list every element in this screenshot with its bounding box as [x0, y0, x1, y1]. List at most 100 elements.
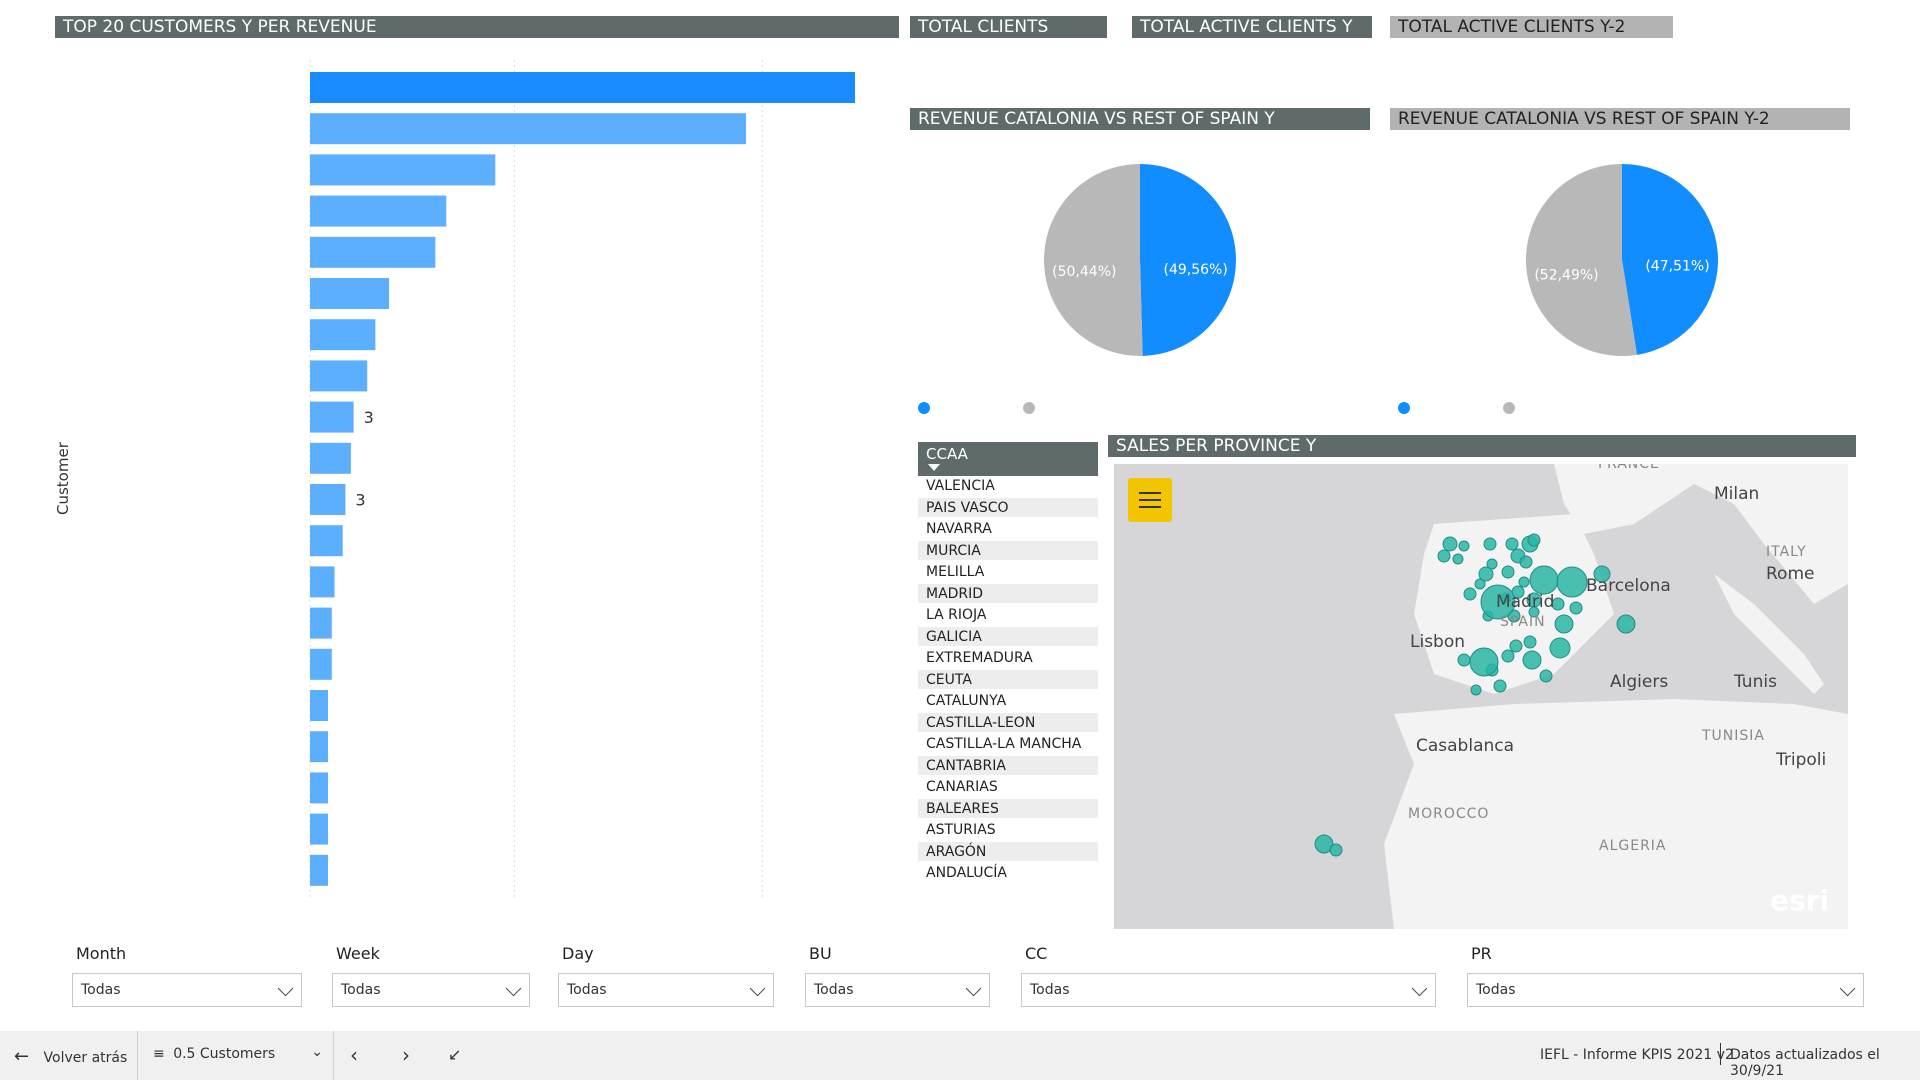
province-bubble[interactable]: [1616, 614, 1636, 634]
province-bubble[interactable]: [1469, 647, 1499, 677]
province-bubble[interactable]: [1556, 566, 1588, 598]
province-bubble[interactable]: [1442, 536, 1458, 552]
customer-bar[interactable]: [310, 566, 335, 598]
province-bubble[interactable]: [1539, 669, 1553, 683]
province-bubble[interactable]: [1509, 639, 1523, 653]
province-bubble[interactable]: [1470, 684, 1482, 696]
customer-bar[interactable]: [310, 319, 376, 351]
province-bubble[interactable]: [1569, 601, 1583, 615]
province-bubble[interactable]: [1458, 540, 1470, 552]
pie-slice-catalonia[interactable]: [1140, 164, 1237, 356]
province-bubble[interactable]: [1493, 679, 1507, 693]
ccaa-item[interactable]: ANDALUCÍA: [918, 863, 1098, 885]
ccaa-item[interactable]: BALEARES: [918, 798, 1098, 820]
customer-bar[interactable]: [310, 278, 390, 309]
province-bubble[interactable]: [1528, 606, 1540, 618]
ccaa-item[interactable]: VALENCIA: [918, 476, 1098, 498]
ccaa-item[interactable]: CASTILLA-LA MANCHA: [918, 734, 1098, 756]
customer-bar[interactable]: [310, 113, 746, 145]
customer-bar[interactable]: [310, 525, 343, 557]
province-bubble[interactable]: [1480, 584, 1516, 620]
province-bubble[interactable]: [1549, 637, 1571, 659]
customer-bar[interactable]: [310, 360, 368, 392]
customer-bar[interactable]: [310, 607, 332, 639]
province-bubble[interactable]: [1523, 635, 1537, 649]
ccaa-item[interactable]: CANARIAS: [918, 777, 1098, 799]
filter-dropdown-day[interactable]: Todas: [558, 973, 774, 1007]
pie-slice-rest[interactable]: [1044, 164, 1143, 356]
customer-bar[interactable]: [310, 236, 436, 268]
province-bubble[interactable]: [1483, 537, 1497, 551]
ccaa-item[interactable]: NAVARRA: [918, 519, 1098, 541]
pie-slice-rest[interactable]: [1526, 164, 1637, 356]
province-bubble[interactable]: [1457, 653, 1471, 667]
ccaa-item[interactable]: LA RIOJA: [918, 605, 1098, 627]
ccaa-item[interactable]: CASTILLA-LEON: [918, 712, 1098, 734]
customer-bar[interactable]: [310, 442, 351, 474]
filter-dropdown-week[interactable]: Todas: [332, 973, 530, 1007]
province-bubble[interactable]: [1478, 566, 1494, 582]
province-bubble[interactable]: [1519, 555, 1533, 569]
filter-dropdown-bu[interactable]: Todas: [805, 973, 990, 1007]
province-bubble[interactable]: [1486, 558, 1498, 570]
top20-bar-chart[interactable]: 33: [300, 60, 860, 900]
province-bubble[interactable]: [1474, 578, 1486, 590]
customer-bar[interactable]: [310, 401, 354, 433]
province-bubble[interactable]: [1593, 565, 1611, 583]
ccaa-item[interactable]: CATALUNYA: [918, 691, 1098, 713]
customer-bar[interactable]: [310, 72, 855, 103]
ccaa-item[interactable]: ARAGÓN: [918, 841, 1098, 863]
customer-bar[interactable]: [310, 731, 328, 763]
filter-dropdown-cc[interactable]: Todas: [1021, 973, 1436, 1007]
customer-bar[interactable]: [310, 154, 496, 186]
province-bubble[interactable]: [1501, 649, 1515, 663]
customer-bar[interactable]: [310, 648, 332, 680]
collapse-icon[interactable]: ↙: [448, 1045, 462, 1064]
ccaa-item[interactable]: CANTABRIA: [918, 755, 1098, 777]
customer-bar[interactable]: [310, 854, 328, 886]
pie-chart-y[interactable]: (49,56%) (50,44%): [1040, 160, 1240, 360]
ccaa-item[interactable]: MURCIA: [918, 540, 1098, 562]
page-selector[interactable]: ≡ 0.5 Customers ⌄: [153, 1044, 323, 1062]
prev-page-button[interactable]: ‹: [350, 1043, 358, 1067]
ccaa-item[interactable]: ASTURIAS: [918, 820, 1098, 842]
province-bubble[interactable]: [1463, 587, 1477, 601]
ccaa-item[interactable]: GALICIA: [918, 626, 1098, 648]
province-bubble[interactable]: [1501, 565, 1515, 579]
ccaa-slicer-header[interactable]: CCAA: [918, 442, 1098, 476]
customer-bar[interactable]: [310, 195, 447, 227]
ccaa-item[interactable]: CEUTA: [918, 669, 1098, 691]
customer-bar[interactable]: [310, 772, 328, 804]
filter-dropdown-month[interactable]: Todas: [72, 973, 302, 1007]
filter-dropdown-pr[interactable]: Todas: [1467, 973, 1864, 1007]
ccaa-item[interactable]: MELILLA: [918, 562, 1098, 584]
map-menu-button[interactable]: [1128, 478, 1172, 522]
chevron-down-icon: [965, 980, 982, 997]
province-bubble[interactable]: [1527, 533, 1541, 547]
customer-bar[interactable]: [310, 690, 328, 721]
esri-logo: esri: [1770, 884, 1830, 917]
pie-chart-y2[interactable]: (47,51%) (52,49%): [1522, 160, 1722, 360]
filter-label-bu: BU: [809, 944, 832, 963]
customer-bar[interactable]: [310, 484, 346, 515]
province-bubble[interactable]: [1529, 565, 1559, 595]
back-button[interactable]: ← Volver atrás: [14, 1046, 127, 1067]
filter-value: Todas: [341, 982, 381, 998]
province-bubble[interactable]: [1554, 614, 1574, 634]
province-bubble[interactable]: [1452, 553, 1464, 565]
ccaa-item[interactable]: EXTREMADURA: [918, 648, 1098, 670]
province-bubble[interactable]: [1314, 834, 1334, 854]
next-page-button[interactable]: ›: [402, 1043, 410, 1067]
sales-map[interactable]: FRANCE Milan ITALY Rome Barcelona Madrid…: [1114, 464, 1848, 929]
province-bubble[interactable]: [1518, 576, 1530, 588]
ccaa-item[interactable]: MADRID: [918, 583, 1098, 605]
customer-bar[interactable]: [310, 813, 328, 845]
province-bubble[interactable]: [1505, 537, 1519, 551]
province-bubble[interactable]: [1551, 597, 1565, 611]
province-bubble[interactable]: [1437, 549, 1451, 563]
ccaa-item[interactable]: PAIS VASCO: [918, 497, 1098, 519]
province-bubble[interactable]: [1329, 843, 1343, 857]
pie-slice-catalonia[interactable]: [1622, 164, 1719, 355]
province-bubble[interactable]: [1522, 650, 1542, 670]
ccaa-slicer[interactable]: CCAA VALENCIA PAIS VASCO NAVARRA MURCIA MELI…: [918, 442, 1098, 885]
